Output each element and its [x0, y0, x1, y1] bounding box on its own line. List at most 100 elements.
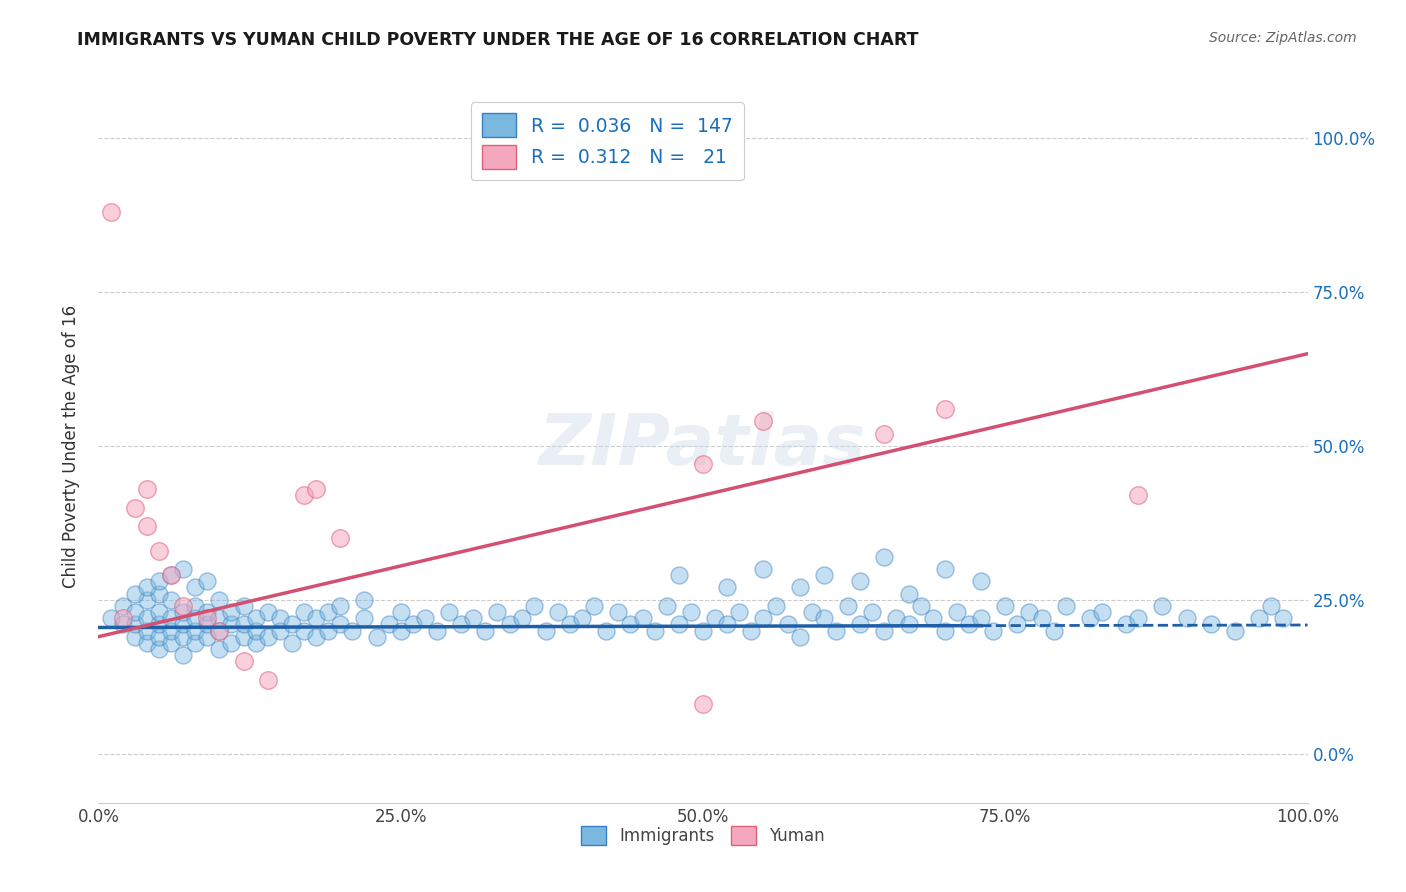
- Point: [655, 599, 678, 613]
- Point: [523, 599, 546, 613]
- Point: [329, 531, 352, 545]
- Point: [1223, 624, 1246, 638]
- Point: [583, 599, 606, 613]
- Point: [825, 624, 848, 638]
- Point: [135, 636, 157, 650]
- Point: [256, 673, 278, 687]
- Point: [679, 605, 702, 619]
- Point: [124, 587, 146, 601]
- Point: [148, 642, 170, 657]
- Point: [897, 587, 920, 601]
- Point: [571, 611, 593, 625]
- Point: [765, 599, 787, 613]
- Point: [1260, 599, 1282, 613]
- Point: [873, 549, 896, 564]
- Point: [1152, 599, 1174, 613]
- Point: [776, 617, 799, 632]
- Point: [208, 642, 231, 657]
- Point: [1199, 617, 1222, 632]
- Point: [172, 630, 194, 644]
- Point: [184, 581, 207, 595]
- Point: [752, 414, 775, 428]
- Point: [316, 624, 339, 638]
- Point: [1031, 611, 1053, 625]
- Point: [934, 624, 956, 638]
- Text: ZIPatlas: ZIPatlas: [540, 411, 866, 481]
- Point: [135, 482, 157, 496]
- Point: [184, 624, 207, 638]
- Point: [450, 617, 472, 632]
- Point: [292, 624, 315, 638]
- Point: [329, 599, 352, 613]
- Point: [1007, 617, 1029, 632]
- Point: [692, 458, 714, 472]
- Point: [148, 587, 170, 601]
- Point: [789, 581, 811, 595]
- Point: [668, 617, 690, 632]
- Point: [800, 605, 823, 619]
- Point: [208, 592, 231, 607]
- Point: [221, 617, 243, 632]
- Point: [208, 611, 231, 625]
- Point: [316, 605, 339, 619]
- Point: [135, 519, 157, 533]
- Point: [716, 581, 738, 595]
- Point: [208, 624, 231, 638]
- Point: [389, 605, 412, 619]
- Point: [160, 592, 183, 607]
- Text: IMMIGRANTS VS YUMAN CHILD POVERTY UNDER THE AGE OF 16 CORRELATION CHART: IMMIGRANTS VS YUMAN CHILD POVERTY UNDER …: [77, 31, 920, 49]
- Point: [607, 605, 630, 619]
- Point: [172, 562, 194, 576]
- Point: [1018, 605, 1040, 619]
- Point: [269, 611, 291, 625]
- Point: [1272, 611, 1295, 625]
- Point: [195, 605, 218, 619]
- Point: [342, 624, 364, 638]
- Point: [195, 611, 218, 625]
- Point: [886, 611, 908, 625]
- Point: [897, 617, 920, 632]
- Point: [426, 624, 449, 638]
- Point: [970, 611, 993, 625]
- Point: [111, 617, 134, 632]
- Point: [752, 562, 775, 576]
- Text: Source: ZipAtlas.com: Source: ZipAtlas.com: [1209, 31, 1357, 45]
- Point: [305, 630, 328, 644]
- Point: [437, 605, 460, 619]
- Point: [619, 617, 641, 632]
- Point: [172, 648, 194, 662]
- Point: [463, 611, 485, 625]
- Point: [692, 624, 714, 638]
- Point: [160, 568, 183, 582]
- Point: [813, 611, 835, 625]
- Point: [1042, 624, 1064, 638]
- Point: [305, 482, 328, 496]
- Point: [281, 617, 304, 632]
- Point: [1175, 611, 1198, 625]
- Point: [668, 568, 690, 582]
- Point: [873, 624, 896, 638]
- Point: [644, 624, 666, 638]
- Point: [389, 624, 412, 638]
- Point: [1054, 599, 1077, 613]
- Point: [402, 617, 425, 632]
- Point: [1078, 611, 1101, 625]
- Point: [195, 630, 218, 644]
- Point: [813, 568, 835, 582]
- Point: [292, 605, 315, 619]
- Point: [873, 426, 896, 441]
- Point: [160, 636, 183, 650]
- Point: [474, 624, 496, 638]
- Point: [595, 624, 617, 638]
- Point: [184, 599, 207, 613]
- Point: [377, 617, 399, 632]
- Point: [837, 599, 859, 613]
- Point: [486, 605, 509, 619]
- Point: [789, 630, 811, 644]
- Point: [160, 568, 183, 582]
- Point: [1115, 617, 1137, 632]
- Point: [752, 611, 775, 625]
- Point: [100, 611, 122, 625]
- Point: [184, 611, 207, 625]
- Point: [148, 617, 170, 632]
